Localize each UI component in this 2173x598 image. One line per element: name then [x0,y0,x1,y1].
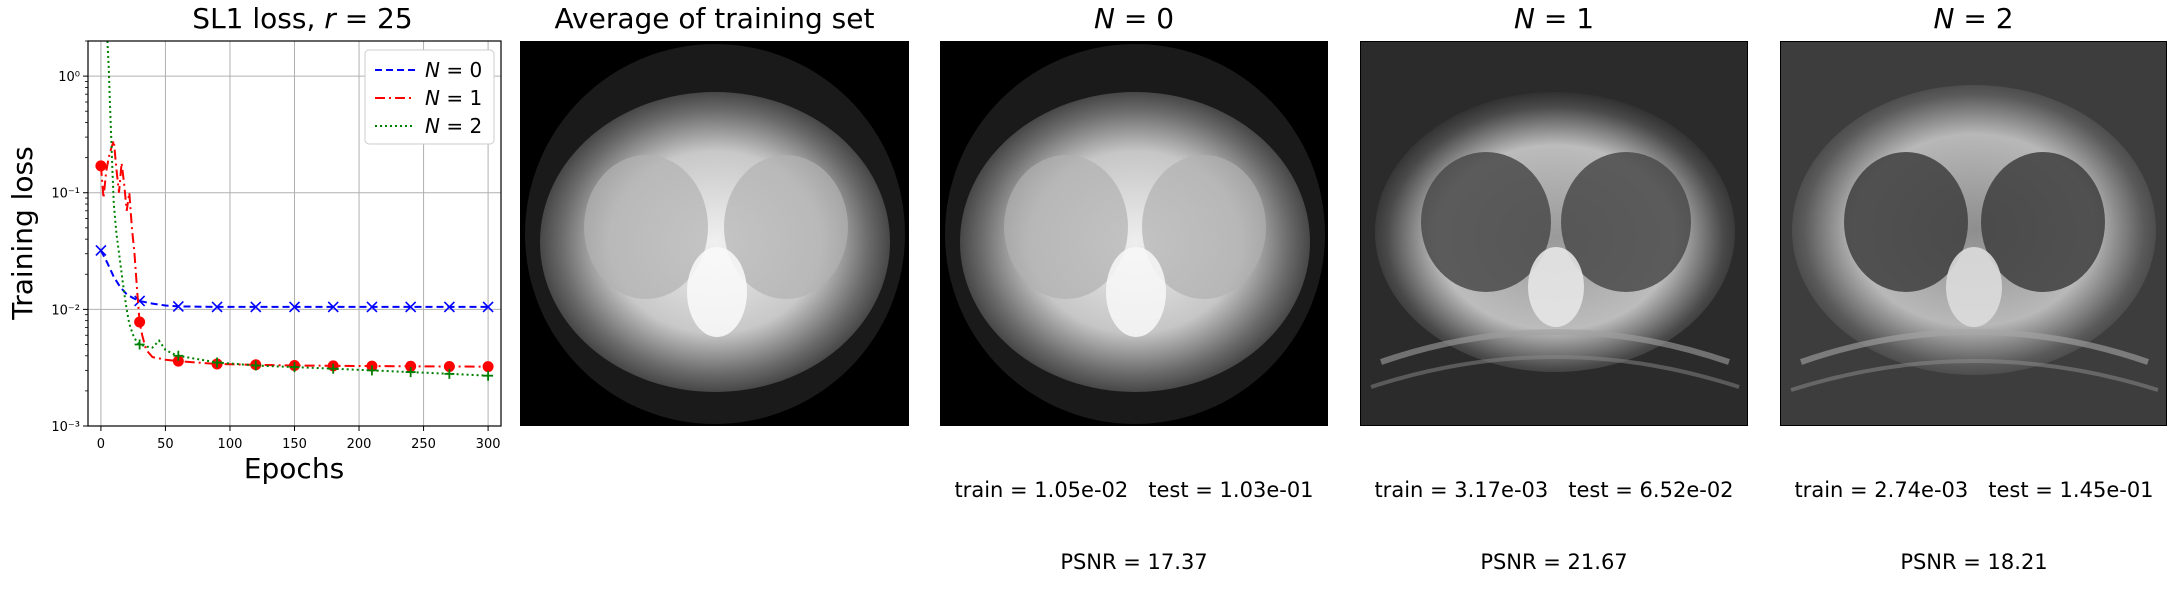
x-marker [482,301,494,313]
reconstruction-n0-image [940,41,1328,426]
ticks: 0 50 100 150 200 250 300 10⁻³ 10⁻² 10⁻¹ 10⁰ [51,40,501,452]
average-training-image [520,41,909,426]
x-marker [134,295,146,307]
y-tick-label: 10⁰ [58,70,80,85]
ct-slice-average [521,42,908,425]
legend-label: N = 2 [425,114,482,138]
series-0 [95,244,494,313]
series-layer [95,41,494,381]
circle-marker [443,360,455,372]
caption-n1: train = 3.17e-03 test = 6.52e-02 PSNR = … [1340,430,1768,598]
series-line [106,41,489,377]
legend-label: N = 1 [425,86,482,110]
panel-title-n0: N = 0 [1093,2,1175,35]
x-marker [327,301,339,313]
circle-marker [482,361,494,373]
plus-marker [444,368,455,379]
x-axis-label: Epochs [244,452,344,485]
x-marker [211,301,223,313]
plus-marker [328,363,339,374]
plus-marker [134,339,145,350]
series-1 [95,140,494,373]
x-marker [172,300,184,312]
caption-n0-psnr: PSNR = 17.37 [1060,550,1208,574]
chart-title: SL1 loss, r = 25 [192,2,413,35]
reconstruction-n2-image [1780,41,2167,426]
x-marker [288,301,301,313]
x-marker [366,301,378,313]
legend-box [364,49,495,145]
x-tick-label: 150 [282,437,307,452]
plus-marker [250,360,261,371]
panel-title-n1: N = 1 [1513,2,1595,35]
reconstruction-n1-image [1360,41,1748,426]
panel-title-n2: N = 2 [1933,2,2014,35]
caption-n0-errors: train = 1.05e-02 test = 1.03e-01 [954,478,1314,502]
caption-n1-psnr: PSNR = 21.67 [1480,550,1628,574]
x-marker [443,301,455,313]
circle-marker [134,316,146,328]
plus-marker [212,357,223,368]
plus-marker [289,362,300,373]
y-tick-label: 10⁻³ [51,420,80,435]
y-tick-label: 10⁻² [51,303,80,318]
legend-label: N = 0 [425,58,482,82]
y-axis-label: Training loss [6,146,39,320]
caption-n0: train = 1.05e-02 test = 1.03e-01 PSNR = … [920,430,1348,598]
x-marker [95,244,107,257]
x-tick-label: 100 [218,437,243,452]
ct-slice-n0 [941,42,1327,425]
series-2 [106,41,494,381]
plus-marker [483,370,494,381]
ct-slice-n2 [1781,42,2166,425]
y-tick-label: 10⁻¹ [51,187,80,202]
x-marker [405,301,417,313]
caption-n2-psnr: PSNR = 18.21 [1900,550,2048,574]
x-marker [250,301,262,313]
circle-marker [95,160,107,172]
x-tick-label: 300 [476,437,501,452]
series-line [99,140,489,368]
legend: N = 0 N = 1 N = 2 [364,49,495,145]
plus-marker [405,367,416,378]
x-tick-label: 250 [411,437,436,452]
loss-chart: 0 50 100 150 200 250 300 10⁻³ 10⁻² 10⁻¹ 10⁰ Epochs… [6,40,502,485]
plus-marker [173,350,184,361]
x-tick-label: 50 [157,437,174,452]
circle-marker [405,360,417,372]
caption-n1-errors: train = 3.17e-03 test = 6.52e-02 [1374,478,1734,502]
x-tick-label: 200 [347,437,372,452]
caption-n2-errors: train = 2.74e-03 test = 1.45e-01 [1794,478,2154,502]
plus-marker [366,365,377,376]
ct-slice-n1 [1361,42,1747,425]
series-line [100,250,489,308]
panel-title-average: Average of training set [554,2,875,35]
caption-n2: train = 2.74e-03 test = 1.45e-01 PSNR = … [1760,430,2173,598]
circle-marker [172,355,184,367]
x-tick-label: 0 [97,437,105,452]
